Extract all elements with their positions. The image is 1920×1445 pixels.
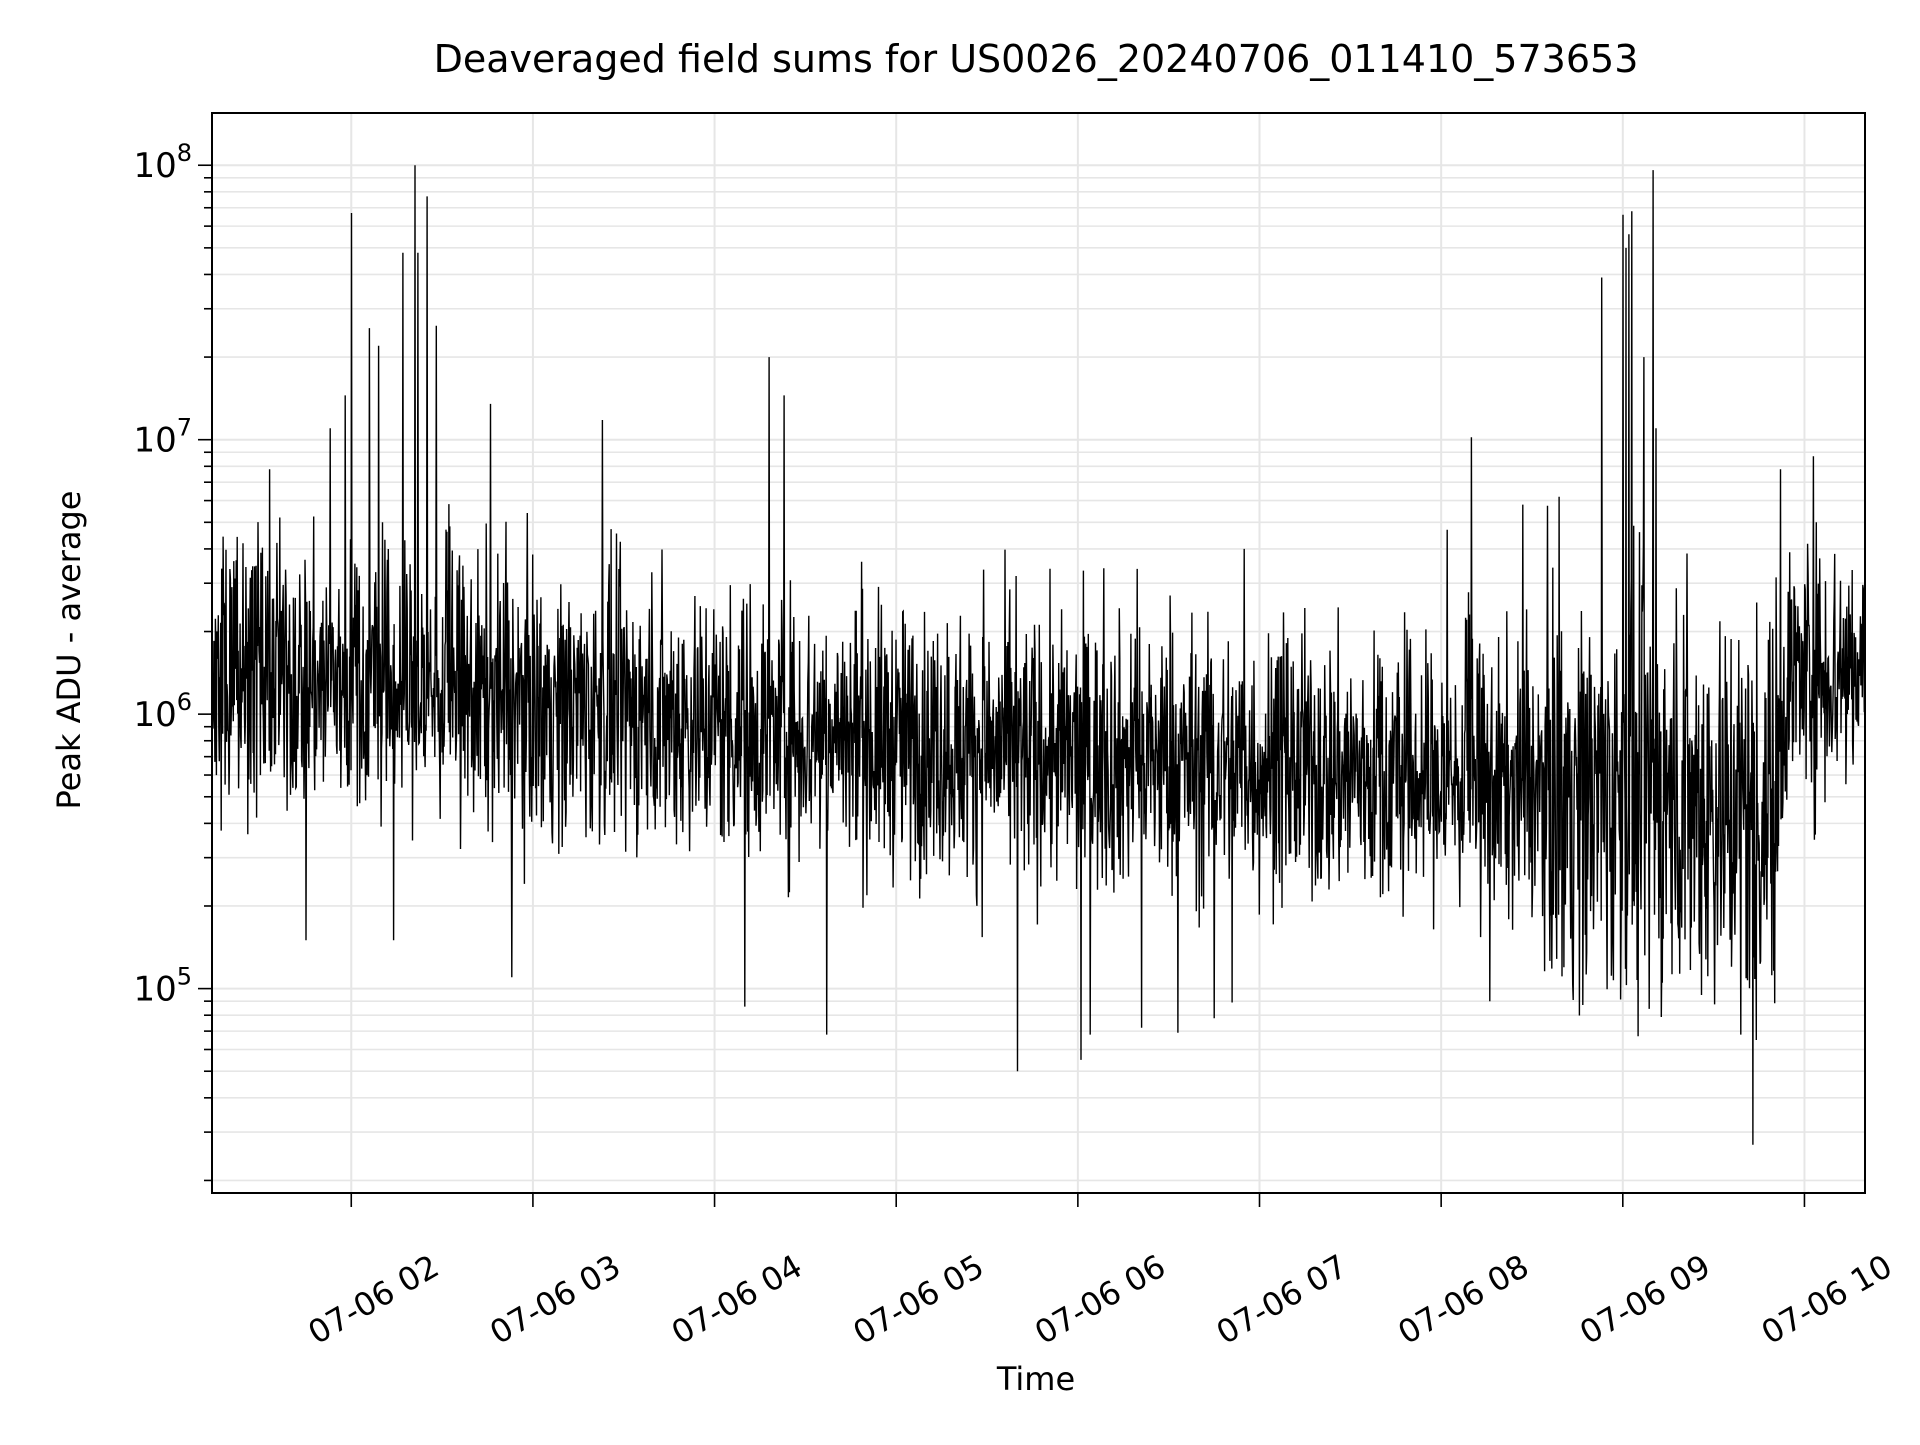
x-axis-label: Time — [996, 1360, 1075, 1398]
y-tick-label: 105 — [133, 963, 192, 1010]
chart-title: Deaveraged field sums for US0026_2024070… — [434, 37, 1639, 81]
series-layer — [211, 165, 1866, 1145]
y-tick-label: 106 — [133, 688, 192, 735]
y-axis: 105 106 107 108 — [133, 139, 212, 1182]
series-line — [211, 165, 1866, 1145]
grid-layer — [212, 113, 1865, 1193]
plot-frame — [211, 112, 1866, 1194]
y-axis-label: Peak ADU - average — [50, 491, 88, 810]
y-tick-label: 107 — [133, 414, 192, 461]
y-tick-label: 108 — [133, 139, 192, 186]
